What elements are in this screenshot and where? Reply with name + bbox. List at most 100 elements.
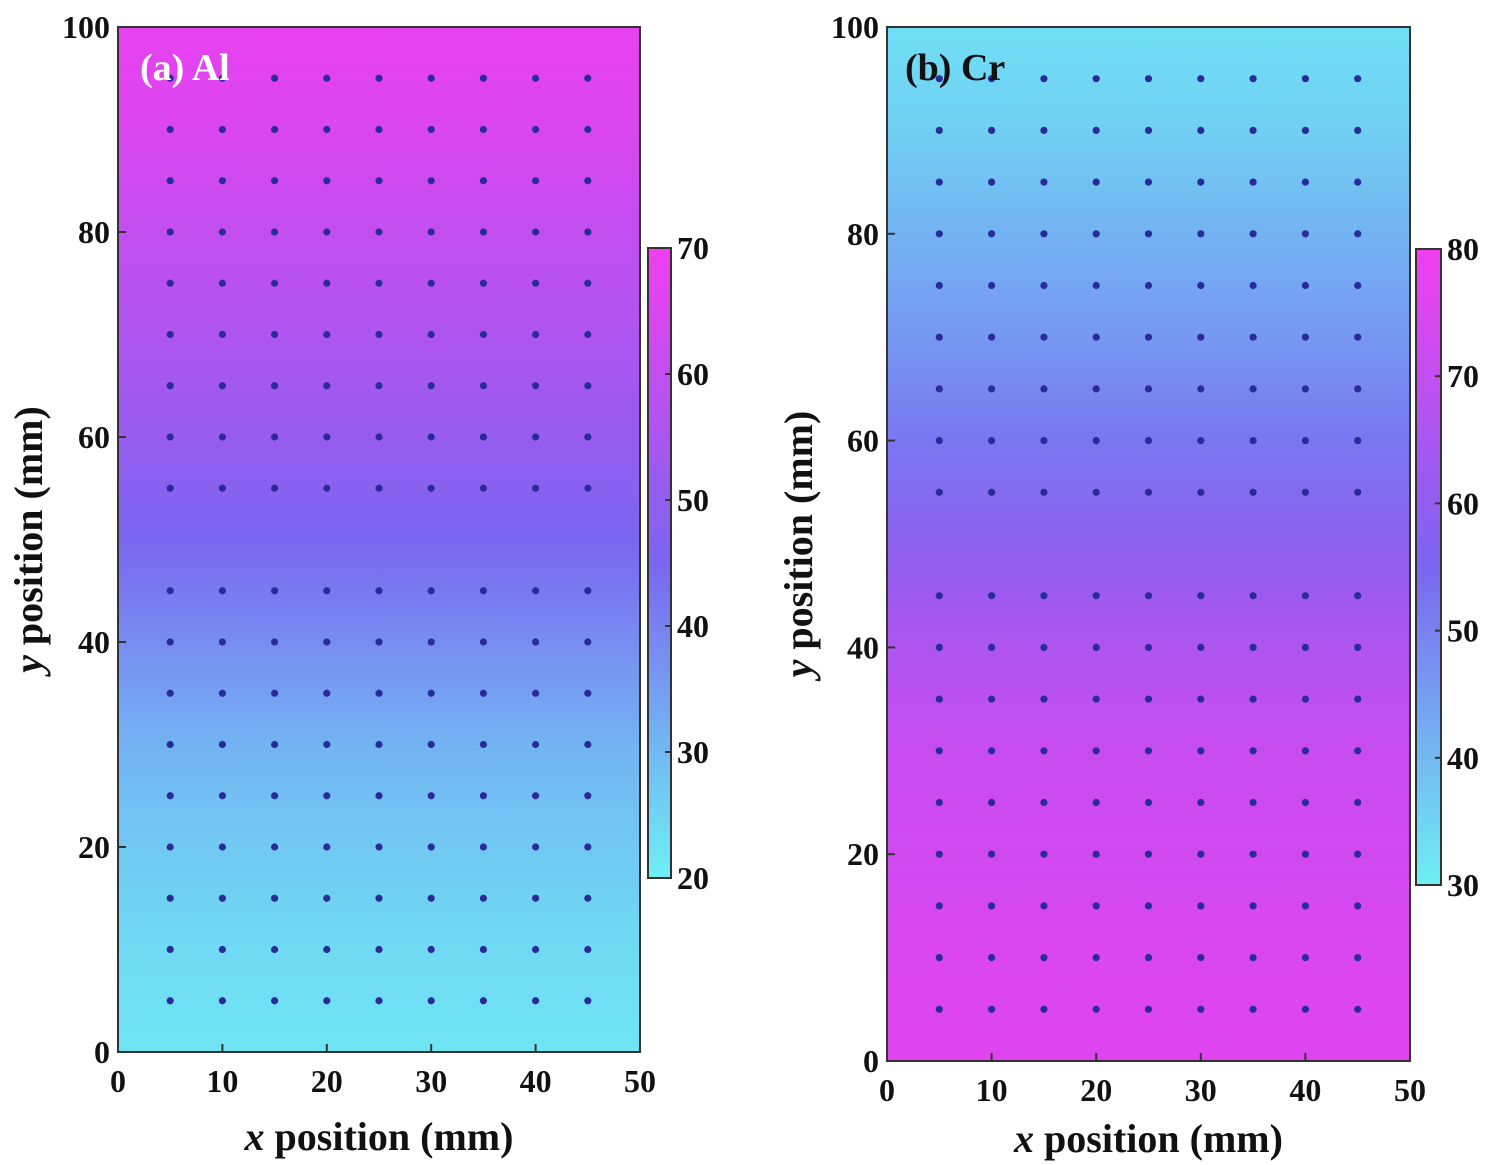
measurement-point [1092, 437, 1100, 445]
measurement-point [1301, 178, 1309, 186]
measurement-point [271, 689, 279, 697]
measurement-point [1301, 954, 1309, 962]
cr-plot-frame [886, 26, 1411, 1062]
y-tick-label: 100 [831, 9, 879, 45]
measurement-point [584, 228, 592, 236]
measurement-point [166, 484, 174, 492]
measurement-point [427, 382, 435, 390]
measurement-point [479, 484, 487, 492]
measurement-point [935, 178, 943, 186]
colorbar-tick-label: 40 [677, 608, 709, 644]
measurement-point [1354, 798, 1362, 807]
measurement-point [375, 484, 383, 492]
measurement-point [1354, 437, 1362, 445]
cr-x-axis-rest: position (mm) [1034, 1116, 1283, 1161]
measurement-point [1092, 230, 1100, 238]
measurement-point [1354, 281, 1362, 290]
measurement-point [166, 945, 174, 954]
colorbar-tick-label: 50 [1447, 613, 1479, 649]
measurement-point [271, 228, 279, 236]
measurement-point [532, 74, 540, 82]
measurement-point [532, 330, 540, 339]
cr-heatmap [887, 27, 1410, 1061]
measurement-point [1197, 281, 1205, 290]
measurement-point [584, 945, 592, 954]
measurement-point [271, 279, 279, 287]
measurement-point [218, 997, 226, 1005]
measurement-point [166, 587, 174, 595]
measurement-point [323, 587, 331, 595]
measurement-point [935, 798, 943, 807]
measurement-point [1354, 954, 1362, 962]
measurement-point [988, 902, 996, 910]
measurement-point [271, 330, 279, 339]
colorbar-tick-label: 30 [1447, 867, 1479, 903]
measurement-point [323, 843, 331, 851]
measurement-point [218, 279, 226, 287]
measurement-point [532, 894, 540, 902]
measurement-point [166, 689, 174, 697]
measurement-point [271, 997, 279, 1005]
measurement-point [323, 638, 331, 646]
measurement-point [1249, 695, 1257, 703]
measurement-point [1354, 230, 1362, 238]
colorbar-tick-label: 70 [1447, 358, 1479, 394]
measurement-point [532, 740, 540, 749]
measurement-point [218, 894, 226, 902]
x-tick-label: 0 [879, 1072, 895, 1108]
measurement-point [1092, 954, 1100, 962]
measurement-point [532, 228, 540, 236]
measurement-point [271, 433, 279, 441]
measurement-point [1249, 385, 1257, 393]
measurement-point [1301, 798, 1309, 807]
measurement-point [1301, 695, 1309, 703]
measurement-point [166, 279, 174, 287]
measurement-point [988, 178, 996, 186]
measurement-point [427, 279, 435, 287]
measurement-point [584, 433, 592, 441]
measurement-point [988, 75, 996, 83]
measurement-point [1092, 798, 1100, 807]
measurement-point [1301, 488, 1309, 496]
measurement-point [375, 689, 383, 697]
measurement-point [166, 997, 174, 1005]
measurement-point [479, 279, 487, 287]
measurement-point [1040, 437, 1048, 445]
al-heatmap [118, 27, 640, 1052]
measurement-point [323, 433, 331, 441]
y-tick-label: 80 [847, 216, 879, 252]
measurement-point [1301, 75, 1309, 83]
measurement-point [1249, 902, 1257, 910]
cr-panel-title: (b) Cr [905, 47, 1005, 89]
measurement-point [375, 125, 383, 134]
measurement-point [1092, 126, 1100, 134]
measurement-point [1354, 695, 1362, 703]
measurement-point [1040, 126, 1048, 134]
measurement-point [375, 177, 383, 185]
al-y-ticks: 0 20 40 60 80 100 [62, 9, 126, 1070]
measurement-point [1301, 850, 1309, 858]
measurement-point [218, 843, 226, 851]
measurement-point [1092, 488, 1100, 496]
x-tick-label: 50 [1394, 1072, 1426, 1108]
measurement-point [1249, 437, 1257, 445]
measurement-point [375, 945, 383, 954]
measurement-point [1197, 902, 1205, 910]
y-tick-label: 20 [847, 836, 879, 872]
measurement-point [1040, 333, 1048, 341]
measurement-point [1249, 230, 1257, 238]
measurement-point [1249, 592, 1257, 600]
measurement-point [1092, 178, 1100, 186]
measurement-point [988, 850, 996, 858]
measurement-point [375, 638, 383, 646]
cr-colorbar [1415, 248, 1442, 886]
measurement-point [218, 330, 226, 339]
measurement-point [271, 177, 279, 185]
measurement-point [1040, 592, 1048, 600]
measurement-point [271, 125, 279, 134]
measurement-point [1301, 592, 1309, 600]
measurement-point [532, 587, 540, 595]
measurement-point [935, 954, 943, 962]
measurement-point [271, 74, 279, 82]
measurement-point [271, 792, 279, 800]
